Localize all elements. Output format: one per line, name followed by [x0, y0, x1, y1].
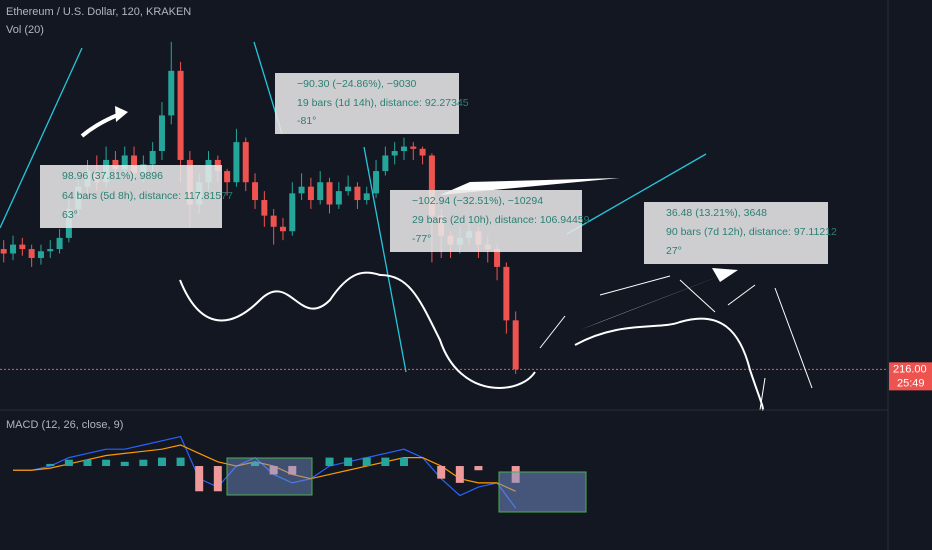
axes: 216.00 25:49	[889, 362, 932, 391]
candle-body	[242, 142, 249, 183]
histogram-bar	[437, 466, 446, 479]
candle-body	[354, 186, 361, 201]
indicator-label: MACD (12, 26, close, 9)	[6, 419, 123, 431]
histogram-bar	[381, 457, 390, 467]
macd-line	[13, 444, 516, 492]
measure-text: 98.96 (37.81%), 9896	[62, 170, 163, 182]
candle-body	[112, 159, 119, 169]
drawings	[0, 41, 813, 513]
candle-body	[298, 186, 305, 194]
candle-body	[391, 151, 398, 156]
candle-body	[307, 186, 314, 201]
measure-box: −102.94 (−32.51%), −10294 29 bars (2d 10…	[390, 190, 590, 252]
candle-body	[289, 193, 296, 232]
candle-body	[121, 155, 128, 169]
last-price-label: 216.00	[893, 363, 927, 375]
histogram-bar	[344, 457, 353, 467]
candle-body	[131, 155, 138, 174]
candle-body	[326, 182, 333, 205]
candle-body	[419, 148, 426, 156]
candle-body	[158, 115, 165, 152]
candle-body	[317, 182, 324, 201]
candle-body	[0, 249, 7, 254]
histogram-bar	[325, 457, 334, 467]
chart-title: Ethereum / U.S. Dollar, 120, KRAKEN	[6, 6, 191, 18]
last-price-tag	[889, 362, 932, 391]
measure-text: 36.48 (13.21%), 3648	[666, 207, 767, 219]
measure-text: 29 bars (2d 10h), distance: 106.94459	[412, 214, 590, 226]
histogram-bar	[139, 459, 148, 467]
histogram-bar	[120, 461, 129, 467]
candle-body	[37, 251, 44, 258]
histogram-bar	[474, 466, 483, 471]
histogram-bar	[251, 461, 260, 467]
candle-body	[224, 171, 231, 183]
candle-body	[428, 155, 435, 216]
measure-box: −90.30 (−24.86%), −9030 19 bars (1d 14h)…	[275, 73, 469, 134]
candle-body	[261, 200, 268, 216]
candle-body	[494, 249, 501, 267]
measure-text: 63°	[62, 209, 78, 221]
candle-body	[512, 320, 519, 370]
measure-text: 90 bars (7d 12h), distance: 97.11212	[666, 226, 837, 238]
candle-body	[168, 70, 175, 116]
candle-body	[373, 171, 380, 194]
histogram-bar	[195, 466, 204, 492]
candle-body	[56, 237, 63, 250]
histogram-bar	[288, 466, 297, 475]
measure-text: -77°	[412, 233, 431, 245]
histogram-bar	[213, 466, 222, 492]
histogram-bar	[157, 457, 166, 467]
candle-body	[233, 142, 240, 183]
candle-body	[400, 146, 407, 152]
measure-text: −90.30 (−24.86%), −9030	[297, 78, 417, 90]
indicator-label: Vol (20)	[6, 24, 44, 36]
candle-body	[279, 226, 286, 232]
measure-text: -81°	[297, 115, 316, 127]
measure-box: 36.48 (13.21%), 3648 90 bars (7d 12h), d…	[644, 202, 837, 264]
candle-body	[503, 266, 510, 321]
histogram-bar	[269, 466, 278, 475]
histogram-bar	[399, 457, 408, 467]
candle-body	[335, 191, 342, 205]
measure-text: 64 bars (5d 8h), distance: 117.81577	[62, 190, 233, 202]
candle-body	[363, 193, 370, 201]
candle-body	[149, 151, 156, 165]
candle-body	[345, 186, 352, 192]
histogram-bar	[455, 466, 464, 483]
candle-body	[19, 244, 26, 250]
measure-text: 19 bars (1d 14h), distance: 92.27345	[297, 97, 469, 109]
countdown: 25:49	[897, 377, 925, 389]
candle-body	[410, 146, 417, 149]
candle-body	[28, 249, 35, 258]
measure-text: −102.94 (−32.51%), −10294	[412, 195, 543, 207]
candle-body	[252, 182, 259, 201]
histogram-bar	[64, 459, 73, 467]
histogram-bar	[176, 457, 185, 467]
histogram-bar	[46, 463, 55, 467]
candle-body	[47, 249, 54, 252]
measure-text: 27°	[666, 245, 682, 257]
histogram-bar	[102, 459, 111, 467]
candle-body	[177, 70, 184, 160]
candle-body	[382, 155, 389, 172]
measure-box: 98.96 (37.81%), 9896 64 bars (5d 8h), di…	[40, 165, 233, 228]
macd-line	[13, 435, 517, 509]
histogram-bar	[83, 459, 92, 467]
candle-body	[270, 215, 277, 227]
histogram-bar	[362, 457, 371, 467]
candle-body	[10, 244, 17, 254]
